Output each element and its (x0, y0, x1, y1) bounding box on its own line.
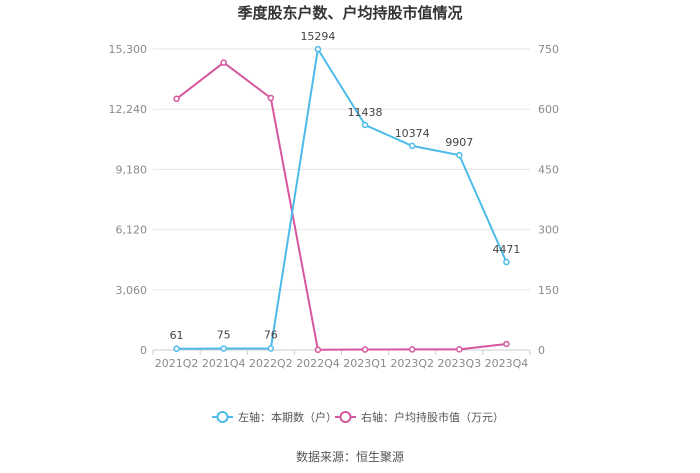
x-axis-tick-label: 2023Q4 (485, 357, 529, 370)
legend-label-right: 右轴：户均持股市值（万元） (361, 410, 504, 424)
data-point-left (267, 345, 275, 352)
data-label: 10374 (395, 127, 430, 140)
data-point-right (361, 346, 369, 353)
left-axis-tick-label: 6,120 (116, 224, 148, 237)
data-label: 11438 (348, 106, 383, 119)
axis-layer: 0 0 3,060 150 6,120 300 9,180 450 12,240 600 15,30… (109, 43, 560, 370)
data-point-left (503, 258, 510, 266)
x-axis-tick-label: 2021Q4 (202, 357, 246, 370)
right-axis-tick-label: 450 (538, 163, 559, 176)
data-label: 15294 (300, 30, 335, 43)
left-axis-tick-label: 15,300 (109, 43, 148, 56)
right-axis-tick-label: 750 (538, 43, 559, 56)
data-point-right (456, 346, 463, 353)
legend-item-left-series[interactable]: 左轴：本期数（户） (212, 410, 337, 424)
legend: 左轴：本期数（户） 右轴：户均持股市值（万元） (212, 410, 504, 424)
legend-item-right-series[interactable]: 右轴：户均持股市值（万元） (335, 410, 504, 424)
series-line-right (175, 61, 507, 351)
data-label: 9907 (445, 136, 473, 149)
x-axis-tick-label: 2021Q2 (155, 357, 199, 370)
right-axis-tick-label: 300 (538, 224, 559, 237)
data-point-right (267, 94, 275, 102)
legend-label-left: 左轴：本期数（户） (238, 410, 337, 424)
data-point-right (314, 346, 322, 354)
data-point-right (408, 346, 416, 353)
data-label: 75 (217, 329, 231, 342)
x-axis-tick-label: 2023Q3 (437, 357, 481, 370)
data-point-left (173, 345, 180, 353)
data-point-right (503, 340, 510, 348)
left-axis-tick-label: 9,180 (116, 163, 148, 176)
data-point-left (314, 45, 322, 53)
series-line-left (176, 48, 508, 350)
right-axis-tick-label: 150 (538, 284, 559, 297)
grid-layer (153, 48, 530, 291)
right-axis-tick-label: 0 (538, 344, 545, 357)
label-layer: 61 75 76 15294 11438 10374 9907 4471 (170, 30, 521, 342)
data-point-left (361, 121, 369, 129)
left-axis-tick-label: 12,240 (109, 103, 148, 116)
x-axis-tick-label: 2023Q1 (343, 357, 387, 370)
data-label: 76 (264, 329, 278, 342)
data-point-left (408, 142, 416, 150)
data-label: 61 (170, 329, 184, 342)
left-axis-tick-label: 0 (140, 344, 147, 357)
x-axis-tick-label: 2022Q4 (296, 357, 340, 370)
data-point-left (220, 345, 227, 352)
right-axis-tick-label: 600 (538, 103, 559, 116)
chart-title: 季度股东户数、户均持股市值情况 (237, 4, 462, 22)
source-text: 数据来源：恒生聚源 (296, 449, 404, 464)
x-axis-tick-label: 2022Q2 (249, 357, 293, 370)
data-label: 4471 (492, 243, 520, 256)
x-axis-tick-label: 2023Q2 (390, 357, 434, 370)
data-point-right (220, 59, 227, 66)
legend-marker-right (339, 411, 352, 423)
data-point-right (173, 95, 180, 103)
series-layer (173, 45, 510, 354)
data-point-left (456, 151, 463, 159)
left-axis-tick-label: 3,060 (116, 284, 148, 297)
legend-marker-left (216, 411, 229, 423)
